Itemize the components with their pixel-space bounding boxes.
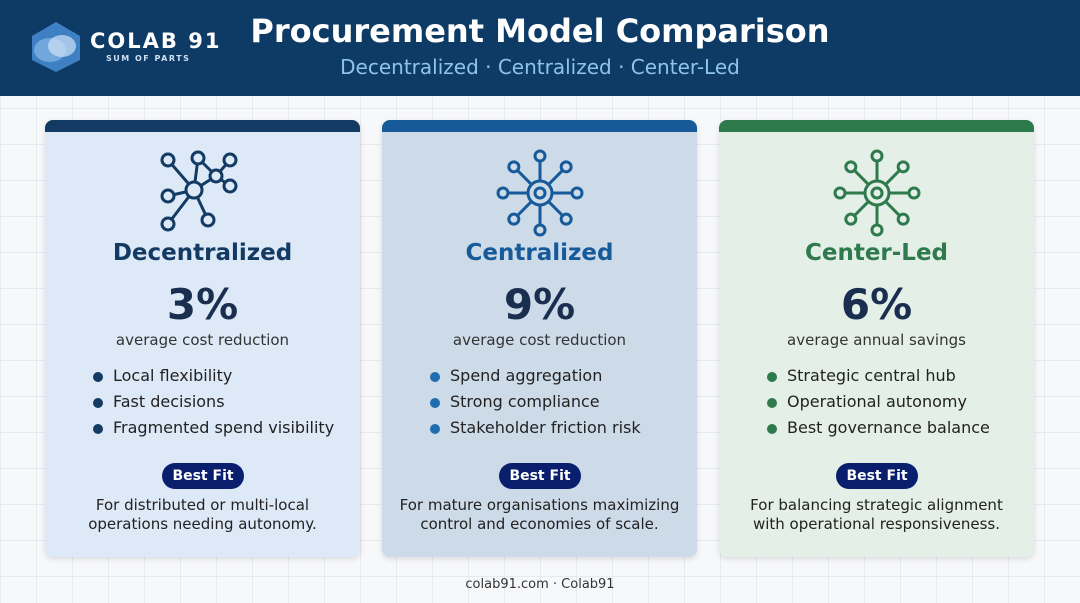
card-stat-caption: average cost reduction (115, 331, 290, 349)
bullet-text: Stakeholder friction risk (450, 418, 641, 437)
description: control and economies of scale. (420, 515, 659, 533)
bullet-dot (93, 398, 103, 408)
bullet-dot (767, 372, 777, 382)
card-stat: 9% (503, 280, 576, 329)
card-name: Decentralized (112, 240, 293, 266)
card-icon (496, 149, 584, 237)
description: operations needing autonomy. (88, 515, 317, 533)
card-stat-caption: average annual savings (787, 331, 966, 349)
card-top-bar (382, 120, 697, 132)
bullet-text: Fragmented spend visibility (113, 418, 335, 437)
card: Decentralized 3% average cost reduction Loc… (45, 120, 360, 557)
bullet-text: Fast decisions (113, 392, 225, 411)
card-icon (833, 149, 921, 237)
description: For mature organisations maximizing (399, 496, 680, 514)
card-name: Center-Led (804, 240, 949, 266)
badge: Best Fit (836, 463, 918, 489)
card-stat: 6% (840, 280, 913, 329)
subtitle: Decentralized · Centralized · Center-Led (340, 55, 740, 79)
bullet-dot (767, 424, 777, 434)
card: Center-Led 6% average annual savings Strate… (719, 120, 1034, 557)
bullet-dot (430, 372, 440, 382)
description: For distributed or multi-local (95, 496, 310, 514)
card: Centralized 9% average cost reduction Spend… (382, 120, 697, 557)
footer: colab91.com · Colab91 (465, 577, 615, 592)
card-top-bar (45, 120, 360, 132)
bullet-dot (93, 372, 103, 382)
badge: Best Fit (162, 463, 244, 489)
bullet-dot (767, 398, 777, 408)
card-stat-caption: average cost reduction (452, 331, 627, 349)
logo-name: COLAB 91 (90, 29, 222, 53)
description: For balancing strategic alignment (750, 496, 1003, 514)
header: COLAB 91 SUM OF PARTS Procurement Model … (0, 0, 1080, 96)
bullet-text: Best governance balance (787, 418, 990, 437)
bullet-dot (430, 424, 440, 434)
bullet-text: Operational autonomy (787, 392, 967, 411)
card-name: Centralized (465, 240, 614, 266)
card-top-bar (719, 120, 1034, 132)
badge: Best Fit (499, 463, 581, 489)
bullet-dot (93, 424, 103, 434)
bullet-text: Local flexibility (113, 366, 233, 385)
card-stat: 3% (166, 280, 239, 329)
bullet-text: Spend aggregation (450, 366, 603, 385)
bullet-text: Strong compliance (450, 392, 600, 411)
bullet-text: Strategic central hub (787, 366, 956, 385)
logo-icon (32, 22, 80, 72)
description: with operational responsiveness. (752, 515, 1001, 533)
card-icon (160, 150, 238, 232)
bullet-dot (430, 398, 440, 408)
title: Procurement Model Comparison (250, 12, 830, 50)
logo-tagline: SUM OF PARTS (106, 54, 191, 63)
